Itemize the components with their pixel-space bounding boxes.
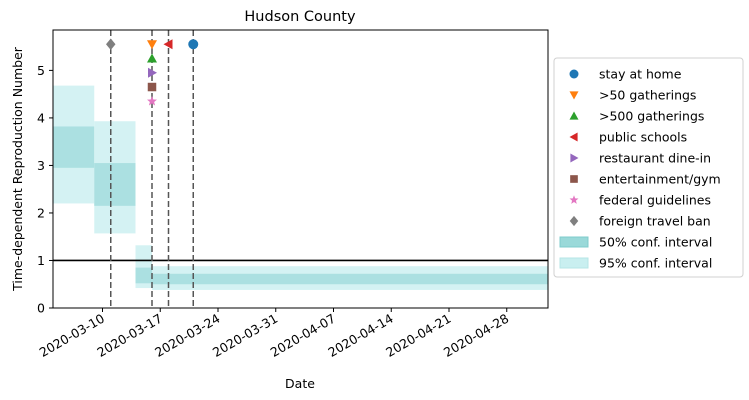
plot-area-frame — [52, 29, 549, 309]
legend-marker-1 — [569, 91, 579, 100]
legend: stay at home >50 gatherings >500 gathering… — [553, 57, 744, 278]
legend-label-8: 50% conf. interval — [599, 235, 712, 250]
legend-swatch-9 — [559, 257, 589, 269]
chart-title: Hudson County — [244, 9, 356, 25]
legend-label-3: public schools — [599, 130, 687, 145]
legend-marker-2 — [569, 111, 579, 120]
legend-marker-7 — [569, 215, 579, 227]
event-lines — [53, 30, 548, 308]
y-tick-label-5: 5 — [37, 63, 45, 78]
legend-marker-3 — [569, 132, 578, 142]
event-marker-1 — [147, 40, 157, 50]
legend-marker-0 — [569, 69, 579, 79]
event-marker-6 — [147, 96, 157, 106]
legend-label-4: restaurant dine-in — [599, 151, 711, 166]
y-tick-label-2: 2 — [37, 205, 45, 220]
y-tick-label-4: 4 — [37, 110, 45, 125]
event-marker-2 — [147, 53, 157, 63]
event-marker-3 — [163, 39, 173, 50]
event-marker-4 — [148, 67, 157, 78]
x-axis: 2020-03-102020-03-172020-03-242020-03-31… — [37, 308, 511, 360]
legend-label-5: entertainment/gym — [599, 172, 721, 187]
event-marker-7 — [106, 38, 116, 51]
legend-label-6: federal guidelines — [599, 193, 711, 208]
ci50-band-2 — [135, 267, 152, 284]
event-marker-5 — [147, 82, 157, 92]
legend-marker-5 — [570, 175, 578, 183]
y-axis-title: Time-dependent Reproduction Number — [10, 46, 25, 292]
legend-label-9: 95% conf. interval — [599, 256, 712, 271]
event-markers — [106, 38, 199, 106]
legend-label-1: >50 gatherings — [599, 88, 696, 103]
x-tick-label-7: 2020-04-28 — [441, 311, 511, 360]
ci50-band-3 — [152, 273, 548, 285]
legend-label-2: >500 gatherings — [599, 109, 704, 124]
ci50-band-1 — [94, 163, 136, 206]
event-marker-0 — [188, 39, 199, 50]
legend-box — [553, 57, 744, 278]
legend-marker-4 — [570, 153, 579, 163]
y-tick-label-1: 1 — [37, 253, 45, 268]
legend-swatch-8 — [559, 236, 589, 248]
confidence-bands — [53, 85, 548, 290]
y-tick-label-3: 3 — [37, 158, 45, 173]
legend-label-7: foreign travel ban — [599, 214, 711, 229]
y-axis: 0 1 2 3 4 5 — [37, 63, 53, 316]
y-tick-label-0: 0 — [37, 301, 45, 316]
x-axis-title: Date — [285, 376, 315, 391]
ci50-band-0 — [53, 126, 95, 168]
legend-label-0: stay at home — [599, 67, 682, 82]
legend-marker-6 — [569, 195, 579, 204]
